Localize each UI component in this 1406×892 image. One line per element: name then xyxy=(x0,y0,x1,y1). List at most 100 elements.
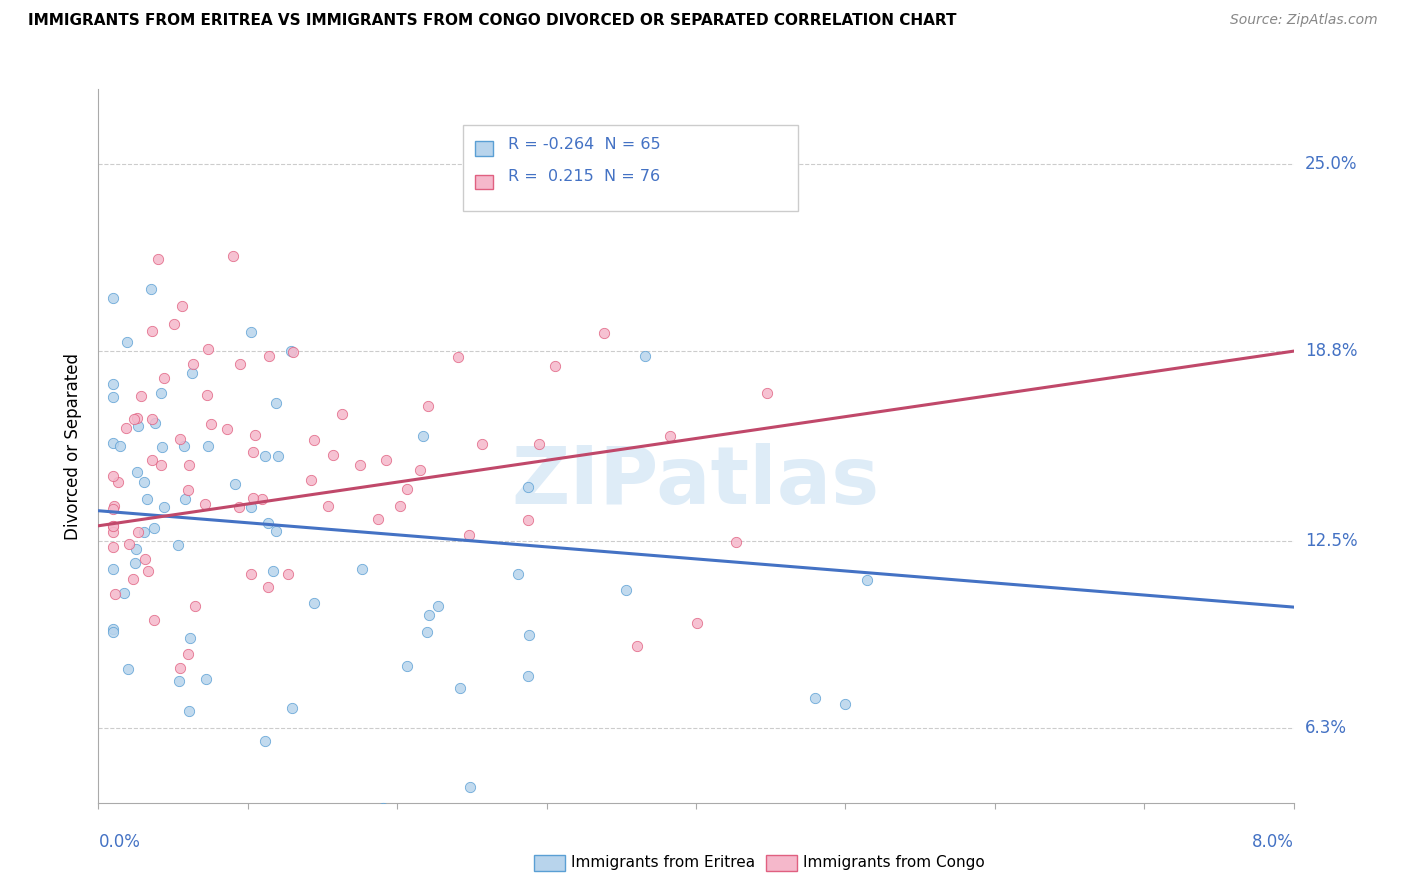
Point xyxy=(139,282,162,296)
Point xyxy=(395,659,418,673)
Point xyxy=(658,429,681,443)
Point xyxy=(177,647,200,661)
Point xyxy=(146,252,169,267)
Point xyxy=(516,514,538,528)
Text: 18.8%: 18.8% xyxy=(1305,343,1357,360)
Point xyxy=(103,562,125,576)
Point xyxy=(103,500,125,514)
Point xyxy=(125,411,148,425)
Point xyxy=(167,674,190,689)
Point xyxy=(197,440,219,454)
Point xyxy=(103,519,125,533)
Point xyxy=(228,357,250,371)
Point xyxy=(103,525,125,540)
Point xyxy=(141,453,163,467)
Point xyxy=(103,390,125,404)
Point xyxy=(132,525,155,540)
Point xyxy=(371,801,394,815)
Point xyxy=(121,572,143,586)
Point xyxy=(330,407,353,421)
Point xyxy=(149,386,172,401)
Point xyxy=(299,473,322,487)
Text: 12.5%: 12.5% xyxy=(1305,532,1357,549)
Point xyxy=(254,734,277,748)
Point xyxy=(449,681,471,696)
Point xyxy=(107,475,129,489)
Point xyxy=(322,448,344,462)
Point xyxy=(389,500,412,514)
Point xyxy=(416,399,439,413)
Point xyxy=(471,436,494,450)
Point xyxy=(169,432,191,446)
Text: Immigrants from Eritrea: Immigrants from Eritrea xyxy=(571,855,755,870)
Point xyxy=(110,822,132,836)
Point xyxy=(224,477,246,491)
FancyBboxPatch shape xyxy=(475,175,494,189)
Y-axis label: Divorced or Separated: Divorced or Separated xyxy=(65,352,83,540)
Point xyxy=(131,389,153,403)
Point xyxy=(527,436,550,450)
Point xyxy=(228,500,250,515)
Point xyxy=(349,458,371,472)
Point xyxy=(177,704,200,718)
Point xyxy=(267,450,290,464)
Point xyxy=(626,639,648,653)
FancyBboxPatch shape xyxy=(463,125,797,211)
Point xyxy=(117,662,139,676)
Point xyxy=(194,497,217,511)
Point xyxy=(222,249,245,263)
Point xyxy=(177,483,200,497)
Point xyxy=(163,317,186,331)
Point xyxy=(756,386,779,401)
Point xyxy=(257,349,280,363)
Point xyxy=(124,556,146,570)
Point xyxy=(103,624,125,639)
Point xyxy=(458,780,481,794)
Point xyxy=(367,512,389,526)
Point xyxy=(243,428,266,442)
Point xyxy=(173,439,195,453)
Point xyxy=(115,421,138,435)
Point xyxy=(416,625,439,640)
Point xyxy=(217,422,239,436)
Point xyxy=(409,463,432,477)
Text: Source: ZipAtlas.com: Source: ZipAtlas.com xyxy=(1230,13,1378,28)
Point xyxy=(108,439,131,453)
Point xyxy=(418,608,440,623)
Point xyxy=(134,552,156,566)
Point xyxy=(103,291,125,305)
Point xyxy=(725,534,748,549)
Point xyxy=(277,567,299,582)
Point xyxy=(426,599,449,613)
Point xyxy=(302,434,325,448)
Point xyxy=(457,528,479,542)
Point xyxy=(516,669,538,683)
Point xyxy=(141,324,163,338)
Text: ZIPatlas: ZIPatlas xyxy=(512,442,880,521)
Point xyxy=(262,564,284,578)
Text: 8.0%: 8.0% xyxy=(1251,833,1294,851)
Point xyxy=(184,599,207,614)
Point xyxy=(264,396,287,410)
Point xyxy=(179,458,201,473)
Point xyxy=(103,436,125,450)
Point xyxy=(104,587,127,601)
FancyBboxPatch shape xyxy=(475,142,494,155)
Point xyxy=(103,540,125,554)
Point xyxy=(686,615,709,630)
Point xyxy=(375,452,398,467)
Point xyxy=(517,480,540,494)
Point xyxy=(242,491,264,505)
Point xyxy=(281,345,304,359)
Point xyxy=(142,613,165,627)
Point xyxy=(280,701,302,715)
Point xyxy=(256,516,278,531)
Point xyxy=(153,500,176,514)
Point xyxy=(127,418,149,433)
Point xyxy=(122,412,145,426)
Point xyxy=(519,628,541,642)
Point xyxy=(280,343,302,358)
Point xyxy=(167,538,190,552)
Point xyxy=(592,326,614,341)
Point xyxy=(634,349,657,363)
